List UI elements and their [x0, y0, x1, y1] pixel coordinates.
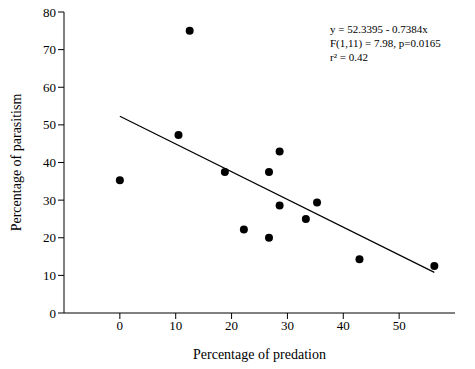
svg-text:80: 80 [43, 5, 56, 20]
html-text:F(1,11) = 7.98, p=0.0165: F(1,11) = 7.98, p=0.0165 [330, 37, 441, 49]
svg-text:Percentage of parasitism: Percentage of parasitism [9, 94, 24, 232]
html-text:y = 52.3395 - 0.7384x: y = 52.3395 - 0.7384x [330, 23, 428, 35]
svg-text:70: 70 [43, 42, 56, 57]
svg-text:50: 50 [43, 117, 56, 132]
svg-text:40: 40 [337, 318, 350, 333]
svg-text:20: 20 [43, 230, 56, 245]
svg-text:0: 0 [117, 318, 124, 333]
svg-text:50: 50 [393, 318, 406, 333]
svg-text:60: 60 [43, 80, 56, 95]
svg-text:10: 10 [169, 318, 182, 333]
html-text:r² = 0.42: r² = 0.42 [330, 51, 368, 63]
svg-text:0: 0 [50, 306, 57, 321]
svg-text:10: 10 [43, 268, 56, 283]
svg-text:30: 30 [281, 318, 294, 333]
svg-text:Percentage of predation: Percentage of predation [193, 347, 326, 362]
svg-text:40: 40 [43, 155, 56, 170]
svg-text:30: 30 [43, 193, 56, 208]
svg-text:20: 20 [225, 318, 238, 333]
